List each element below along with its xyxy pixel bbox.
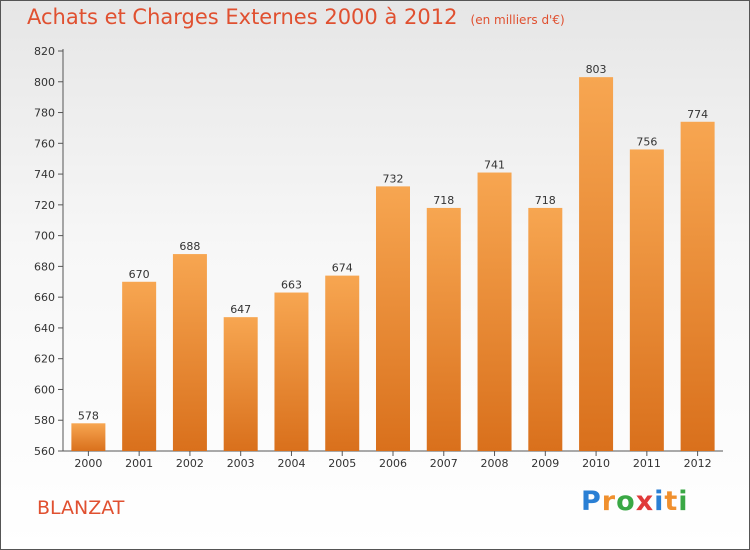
y-tick-label: 800	[34, 76, 55, 89]
proxiti-logo: Proxiti	[581, 486, 689, 517]
y-tick-label: 560	[34, 445, 55, 458]
bar-2007	[426, 207, 461, 451]
data-label-2012: 774	[687, 108, 708, 121]
logo-letter: P	[581, 486, 602, 517]
x-tick-label-2002: 2002	[176, 457, 204, 470]
bar-2003	[223, 317, 258, 451]
x-tick-label-2003: 2003	[227, 457, 255, 470]
x-tick-label-2011: 2011	[633, 457, 661, 470]
x-tick-label-2004: 2004	[277, 457, 305, 470]
data-label-2001: 670	[129, 268, 150, 281]
title-line: Achats et Charges Externes 2000 à 2012 (…	[27, 5, 565, 29]
data-labels: 578 670 688 647 663 674 732 718 741 718 803 756 774	[78, 63, 708, 422]
y-tick-label: 680	[34, 260, 55, 273]
logo-letter: i	[678, 486, 689, 517]
y-tick-label: 780	[34, 107, 55, 120]
bar-2002	[172, 254, 207, 451]
x-tick-label-2000: 2000	[74, 457, 102, 470]
y-tick-label: 580	[34, 414, 55, 427]
bar-2012	[680, 121, 715, 452]
x-tick-label-2008: 2008	[481, 457, 509, 470]
data-label-2004: 663	[281, 279, 302, 292]
bar-2001	[122, 281, 157, 451]
y-tick-label: 620	[34, 353, 55, 366]
data-label-2000: 578	[78, 409, 99, 422]
data-label-2009: 718	[535, 194, 556, 207]
bar-2000	[71, 423, 106, 451]
y-tick-label: 700	[34, 230, 55, 243]
x-tick-label-2007: 2007	[430, 457, 458, 470]
x-tick-label-2010: 2010	[582, 457, 610, 470]
y-tick-label: 640	[34, 322, 55, 335]
logo-letter: i	[654, 486, 665, 517]
axes: 560 580 600 620 640 660 680 700 720 740 760 780 800 8…	[34, 45, 723, 470]
chart-subtitle: (en milliers d'€)	[470, 13, 565, 27]
logo-letter: o	[616, 486, 636, 517]
data-label-2007: 718	[433, 194, 454, 207]
data-label-2005: 674	[332, 262, 353, 275]
bar-2010	[579, 77, 614, 452]
x-tick-label-2009: 2009	[531, 457, 559, 470]
data-label-2002: 688	[179, 240, 200, 253]
bars	[71, 77, 715, 452]
y-tick-label: 720	[34, 199, 55, 212]
y-tick-label: 820	[34, 45, 55, 58]
y-tick-label: 740	[34, 168, 55, 181]
bar-2009	[528, 207, 563, 451]
bar-2011	[629, 149, 664, 451]
x-tick-label-2001: 2001	[125, 457, 153, 470]
chart-title: Achats et Charges Externes 2000 à 2012	[27, 5, 458, 29]
logo-letter: t	[664, 486, 679, 517]
data-label-2006: 732	[383, 172, 404, 185]
y-tick-label: 600	[34, 383, 55, 396]
bar-2005	[325, 275, 360, 451]
y-tick-label: 660	[34, 291, 55, 304]
city-name: BLANZAT	[37, 497, 125, 519]
data-label-2008: 741	[484, 159, 505, 172]
logo-letter: x	[635, 486, 655, 517]
x-tick-label-2006: 2006	[379, 457, 407, 470]
bar-2008	[477, 172, 512, 452]
logo-letter: r	[601, 486, 617, 517]
x-tick-label-2005: 2005	[328, 457, 356, 470]
x-tick-label-2012: 2012	[684, 457, 712, 470]
data-label-2011: 756	[636, 135, 657, 148]
data-label-2010: 803	[586, 63, 607, 76]
bar-2006	[376, 186, 410, 451]
bar-2004	[274, 292, 309, 451]
data-label-2003: 647	[230, 303, 251, 316]
y-tick-label: 760	[34, 137, 55, 150]
